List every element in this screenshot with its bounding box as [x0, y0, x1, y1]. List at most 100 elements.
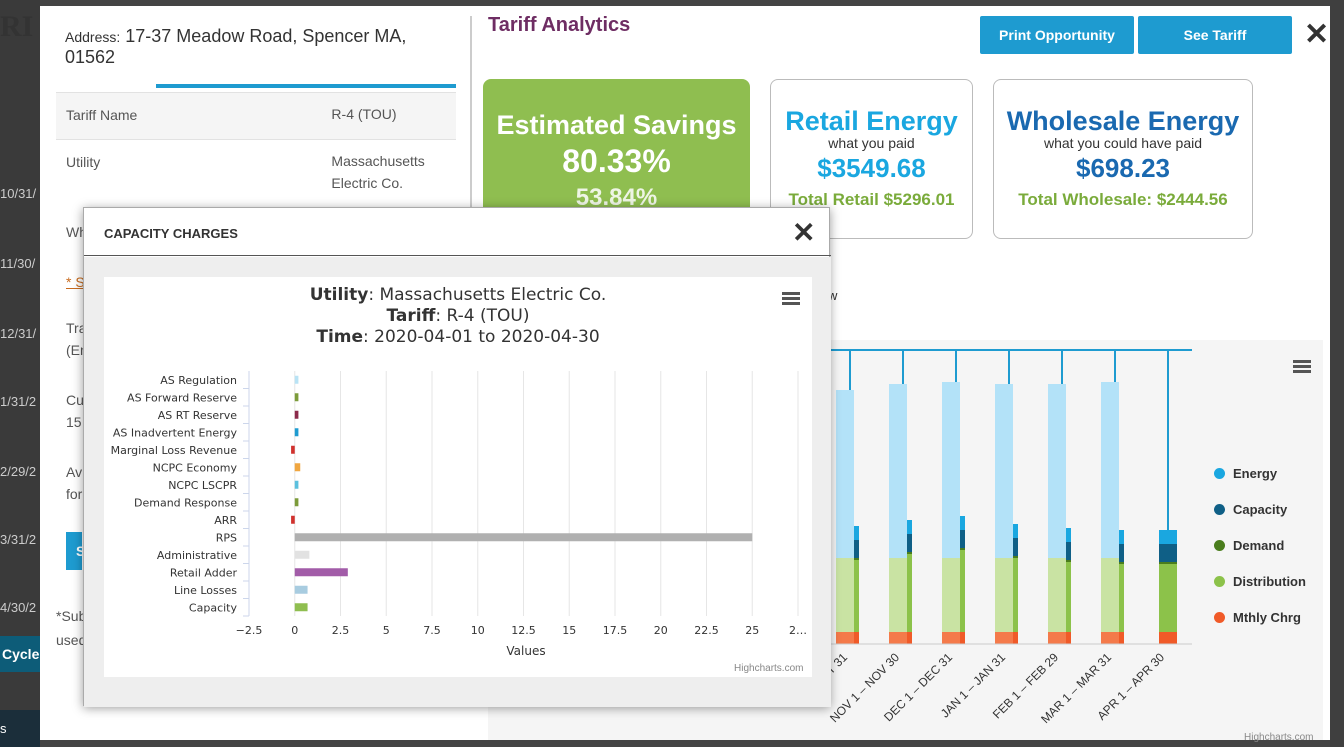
category-label: AS RT Reserve — [158, 409, 238, 422]
legend-dot — [1214, 540, 1225, 551]
distribution-bar-light — [836, 558, 854, 632]
category-label: AS Inadvertent Energy — [113, 426, 238, 439]
legend-label: Energy — [1233, 466, 1278, 481]
dialog-title: CAPACITY CHARGES — [104, 226, 238, 241]
info-link-fragment[interactable]: * S — [66, 274, 85, 290]
close-icon[interactable]: ✕ — [792, 217, 816, 248]
retail-energy-card: Retail Energy what you paid $3549.68 Tot… — [770, 79, 973, 239]
bg-date: 3/31/2 — [0, 532, 37, 547]
retail-title: Retail Energy — [785, 106, 958, 136]
x-tick-label: 12.5 — [511, 624, 536, 637]
chart-title-time: Time: 2020-04-01 to 2020-04-30 — [316, 327, 600, 347]
x-tick-label: 2.5 — [332, 624, 350, 637]
wholesale-total: Total Wholesale: $2444.56 — [1018, 190, 1228, 209]
category-label: Capacity — [189, 601, 238, 614]
legend-label: Capacity — [1233, 502, 1288, 517]
mthly-bar — [1159, 632, 1177, 644]
category-label: Line Losses — [174, 584, 237, 597]
capacity-bar — [1159, 544, 1177, 562]
info-fragment: Tra — [66, 320, 87, 336]
info-fragment: (En — [66, 342, 88, 358]
category-label: Administrative — [157, 549, 237, 562]
retail-total: Total Retail $5296.01 — [788, 190, 955, 209]
tariff-analytics-title: Tariff Analytics — [488, 14, 631, 36]
bar — [291, 445, 295, 454]
wholesale-title: Wholesale Energy — [1006, 106, 1240, 136]
savings-percent-secondary: 53.84% — [575, 184, 658, 211]
info-fragment: Wh — [66, 224, 87, 240]
savings-title: Estimated Savings — [496, 110, 737, 140]
wholesale-subtitle: what you could have paid — [1044, 135, 1202, 151]
bg-date: 10/31/ — [0, 186, 37, 201]
wholesale-amount: $698.23 — [1076, 153, 1170, 183]
info-fragment: Av — [66, 464, 83, 480]
chart-menu-icon[interactable] — [782, 292, 800, 306]
distribution-bar-light — [1101, 558, 1119, 632]
category-label: RPS — [216, 531, 237, 544]
highcharts-credit[interactable]: Highcharts.com — [1244, 732, 1314, 743]
info-row: Tariff Name R-4 (TOU) — [56, 92, 456, 139]
capacity-charges-dialog: CAPACITY CHARGES ✕ Utility: Massachusett… — [83, 207, 831, 707]
tariff-info-table: Tariff Name R-4 (TOU) Utility Massachuse… — [56, 92, 456, 207]
info-value: Massachusetts Electric Co. — [331, 153, 425, 191]
legend-dot — [1214, 504, 1225, 515]
category-label: Retail Adder — [170, 566, 238, 579]
mthly-bar-light — [942, 632, 960, 644]
dialog-header: CAPACITY CHARGES ✕ — [84, 208, 831, 256]
bar — [294, 410, 299, 419]
bar — [294, 603, 308, 612]
bars — [291, 375, 753, 612]
footnote-fragment: *Sub — [56, 608, 87, 624]
bar — [294, 585, 308, 594]
x-tick-label: 0 — [291, 624, 298, 637]
distribution-bar-light — [1048, 558, 1066, 632]
x-axis-title: Values — [506, 644, 545, 658]
x-tick-labels: −2.5 0 2.5 5 7.5 10 12.5 15 17.5 20 22.5 25 2… — [236, 624, 807, 637]
category-label: AS Regulation — [160, 374, 237, 387]
legend-item-demand[interactable]: Demand — [1214, 538, 1284, 553]
monthly-bars — [783, 350, 1177, 644]
address: Address: 17-37 Meadow Road, Spencer MA, … — [65, 26, 445, 67]
info-value: R-4 (TOU) — [331, 106, 397, 122]
retail-amount: $3549.68 — [817, 153, 926, 183]
background-cycle-tab[interactable]: Cycle — [0, 636, 40, 672]
category-label: ARR — [214, 514, 237, 527]
highcharts-credit[interactable]: Highcharts.com — [734, 663, 804, 674]
address-underline — [156, 84, 456, 88]
legend-item-distribution[interactable]: Distribution — [1214, 574, 1306, 589]
retail-subtitle: what you paid — [828, 135, 915, 151]
info-button-fragment[interactable]: S — [66, 532, 82, 570]
legend-item-energy[interactable]: Energy — [1214, 466, 1277, 481]
close-icon[interactable]: ✕ — [1304, 18, 1330, 51]
x-tick-label: 25 — [745, 624, 759, 637]
grid-lines — [243, 371, 799, 617]
bg-date: 11/30/ — [0, 256, 36, 271]
x-tick-label: −2.5 — [236, 624, 263, 637]
bar — [294, 393, 299, 402]
chart-label-fragment: w — [828, 288, 838, 303]
category-label: Marginal Loss Revenue — [111, 444, 238, 457]
chart-menu-icon[interactable] — [1293, 360, 1311, 374]
mthly-bar-light — [1101, 632, 1119, 644]
savings-percent: 80.33% — [562, 143, 671, 179]
bg-date: 12/31/ — [0, 326, 37, 341]
info-fragment: 15 — [66, 414, 82, 430]
distribution-bar-light — [942, 558, 960, 632]
bar — [294, 533, 753, 542]
category-labels: AS Regulation AS Forward Reserve AS RT Res… — [111, 374, 238, 615]
info-key: Utility — [66, 154, 101, 170]
x-tick-label: 10 — [471, 624, 485, 637]
legend-item-capacity[interactable]: Capacity — [1214, 502, 1287, 517]
background-bottom-bar: s — [0, 710, 40, 747]
legend-item-mthly-chrg[interactable]: Mthly Chrg — [1214, 610, 1301, 625]
see-tariff-button[interactable]: See Tariff — [1138, 16, 1292, 54]
distribution-bar-light — [889, 558, 907, 632]
legend-label: Distribution — [1233, 574, 1306, 589]
x-tick-label: 22.5 — [694, 624, 719, 637]
wholesale-energy-card: Wholesale Energy what you could have pai… — [993, 79, 1253, 239]
print-opportunity-button[interactable]: Print Opportunity — [980, 16, 1134, 54]
mthly-bar-light — [889, 632, 907, 644]
x-tick-label: 15 — [562, 624, 576, 637]
legend-dot — [1214, 468, 1225, 479]
